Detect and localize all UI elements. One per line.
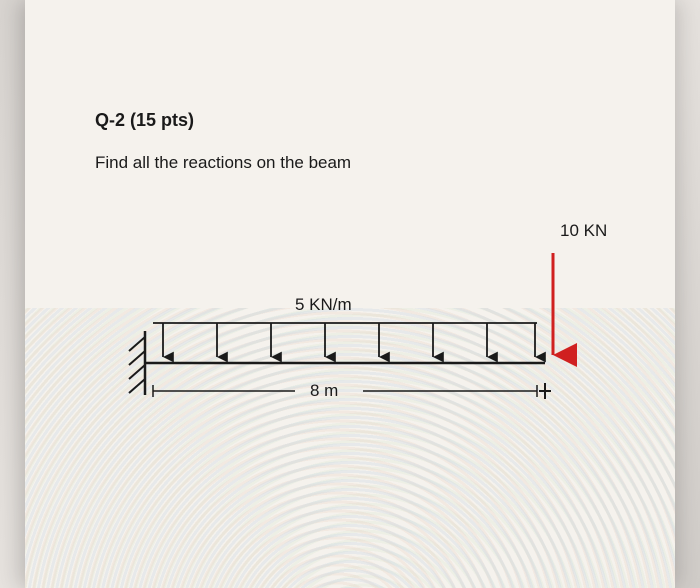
distributed-load-arrows (163, 323, 535, 357)
content-area: Q-2 (15 pts) Find all the reactions on t… (25, 0, 675, 588)
beam-diagram: 10 KN 5 KN/m 8 m (105, 233, 625, 473)
beam-svg (105, 233, 625, 473)
dimension-line (153, 385, 537, 397)
question-title: Q-2 (15 pts) (95, 110, 605, 131)
paper-surface: Q-2 (15 pts) Find all the reactions on t… (25, 0, 675, 588)
question-prompt: Find all the reactions on the beam (95, 153, 605, 173)
fixed-support-icon (129, 331, 145, 395)
beam-end-tick (539, 383, 551, 399)
